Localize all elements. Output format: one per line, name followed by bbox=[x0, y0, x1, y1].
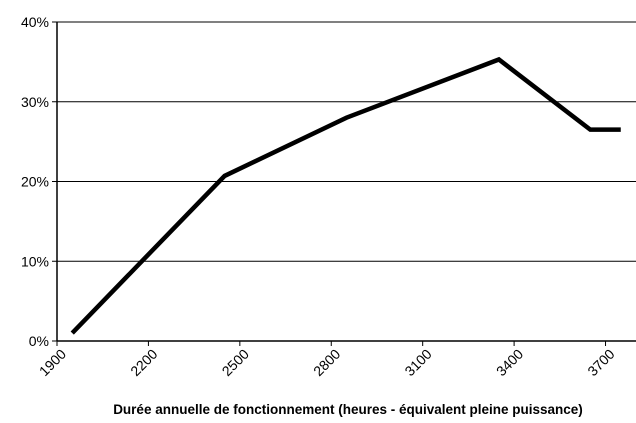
x-axis-label: Durée annuelle de fonctionnement (heures… bbox=[113, 402, 583, 417]
y-tick-label: 30% bbox=[21, 94, 49, 110]
x-tick-label: 2500 bbox=[219, 346, 252, 379]
y-tick-label: 20% bbox=[21, 174, 49, 190]
y-tick-label: 40% bbox=[21, 14, 49, 30]
x-tick-label: 2200 bbox=[127, 346, 160, 379]
x-tick-label: 1900 bbox=[36, 346, 69, 379]
line bbox=[70, 56, 621, 335]
x-tick-label: 2800 bbox=[310, 346, 343, 379]
x-tick-label: 3100 bbox=[401, 346, 434, 379]
x-tick-label: 3700 bbox=[584, 346, 617, 379]
y-tick-label: 10% bbox=[21, 253, 49, 269]
y-tick-label: 0% bbox=[29, 333, 49, 349]
x-tick-label: 3400 bbox=[493, 346, 526, 379]
